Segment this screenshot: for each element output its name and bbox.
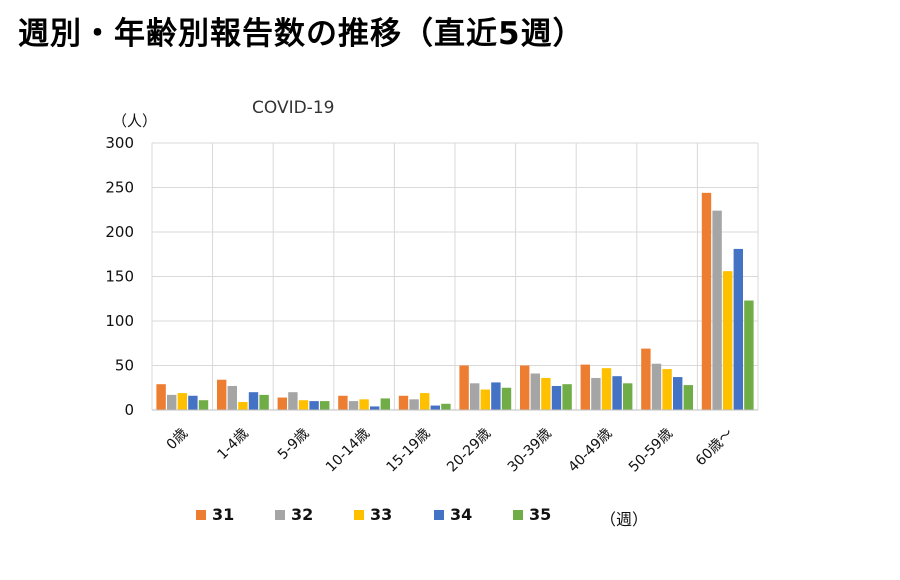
bar-50-59歳-week-33	[662, 369, 672, 410]
x-tick-label: 50-59歳	[626, 426, 676, 476]
bar-1-4歳-week-33	[238, 401, 248, 410]
x-tick-label: 10-14歳	[323, 426, 373, 476]
bar-20-29歳-week-33	[480, 389, 490, 410]
x-tick-label: 40-49歳	[565, 426, 615, 476]
legend-swatch-week-33	[354, 510, 364, 520]
bar-20-29歳-week-32	[470, 383, 480, 410]
bar-50-59歳-week-35	[683, 385, 693, 410]
x-tick-label: 30-39歳	[505, 426, 555, 476]
bar-10-14歳-week-32	[348, 401, 359, 410]
bar-0歳-week-35	[198, 400, 209, 410]
bar-10-14歳-week-33	[359, 399, 369, 410]
bar-30-39歳-week-33	[541, 377, 551, 410]
legend-swatch-week-32	[275, 510, 285, 520]
bar-5-9歳-week-34	[309, 401, 319, 410]
bar-0歳-week-32	[167, 394, 177, 410]
axes: 0 50 100 150 200 250 300 0歳 1-4歳 5-9歳 10-14歳 15-19歳…	[105, 134, 758, 475]
bar-5-9歳-week-32	[288, 392, 298, 410]
legend-label: 31	[212, 505, 234, 524]
bar-60歳～-week-35	[744, 300, 754, 410]
legend: 31 32 33 34 35	[196, 505, 551, 524]
bar-1-4歳-week-34	[248, 392, 259, 410]
bar-40-49歳-week-35	[623, 383, 633, 410]
bar-30-39歳-week-34	[551, 385, 562, 410]
bar-30-39歳-week-32	[530, 373, 540, 410]
bar-60歳～-week-34	[733, 248, 743, 410]
bar-1-4歳-week-32	[227, 385, 237, 410]
y-tick-label: 50	[115, 357, 134, 375]
x-tick-label: 0歳	[164, 426, 192, 454]
bar-20-29歳-week-31	[459, 365, 469, 410]
bar-15-19歳-week-35	[441, 403, 451, 410]
bar-40-49歳-week-32	[591, 377, 601, 410]
bar-50-59歳-week-34	[673, 377, 683, 410]
legend-label: 33	[370, 505, 392, 524]
legend-unit-label: （週）	[600, 510, 648, 529]
bar-30-39歳-week-35	[562, 384, 572, 410]
bar-10-14歳-week-35	[380, 398, 390, 410]
x-tick-label: 60歳～	[693, 426, 737, 470]
bar-40-49歳-week-34	[612, 376, 622, 410]
bar-15-19歳-week-31	[398, 395, 409, 410]
legend-swatch-week-31	[196, 510, 206, 520]
bar-60歳～-week-31	[701, 192, 712, 410]
bar-0歳-week-31	[156, 384, 166, 410]
bar-0歳-week-33	[177, 393, 187, 410]
bar-5-9歳-week-31	[277, 397, 287, 410]
y-tick-label: 200	[105, 223, 134, 241]
y-tick-label: 100	[105, 312, 134, 330]
bar-10-14歳-week-34	[370, 406, 380, 410]
x-tick-label: 20-29歳	[444, 426, 494, 476]
bar-10-14歳-week-31	[338, 395, 348, 410]
bar-50-59歳-week-32	[651, 363, 662, 410]
bar-20-29歳-week-35	[501, 387, 512, 410]
y-axis-unit-label: （人）	[112, 112, 157, 130]
y-tick-label: 300	[105, 134, 134, 152]
x-tick-label: 15-19歳	[384, 426, 434, 476]
bar-50-59歳-week-31	[641, 348, 651, 410]
legend-label: 34	[450, 505, 472, 524]
y-tick-label: 250	[105, 179, 134, 197]
bar-40-49歳-week-33	[601, 368, 612, 410]
y-tick-label: 150	[105, 268, 134, 286]
gridlines	[151, 142, 759, 410]
bar-30-39歳-week-31	[520, 365, 530, 410]
y-tick-label: 0	[124, 401, 134, 419]
bar-0歳-week-34	[188, 395, 198, 410]
bar-15-19歳-week-34	[430, 405, 440, 410]
legend-swatch-week-34	[434, 510, 444, 520]
bar-15-19歳-week-33	[420, 393, 430, 410]
bar-1-4歳-week-31	[217, 379, 227, 410]
chart-title: COVID-19	[252, 98, 334, 118]
bar-5-9歳-week-35	[320, 401, 330, 410]
bar-5-9歳-week-33	[298, 400, 309, 410]
legend-label: 35	[529, 505, 551, 524]
x-tick-label: 1-4歳	[214, 426, 251, 463]
bar-60歳～-week-33	[723, 271, 733, 410]
bar-60歳～-week-32	[712, 210, 722, 410]
bar-20-29歳-week-34	[491, 382, 501, 410]
bars	[156, 192, 754, 410]
bar-40-49歳-week-31	[580, 364, 590, 410]
legend-label: 32	[291, 505, 313, 524]
bar-15-19歳-week-32	[409, 399, 419, 410]
bar-1-4歳-week-35	[259, 394, 269, 410]
page-title: 週別・年齢別報告数の推移（直近5週）	[18, 16, 585, 52]
x-tick-label: 5-9歳	[275, 426, 312, 463]
legend-swatch-week-35	[513, 510, 523, 520]
